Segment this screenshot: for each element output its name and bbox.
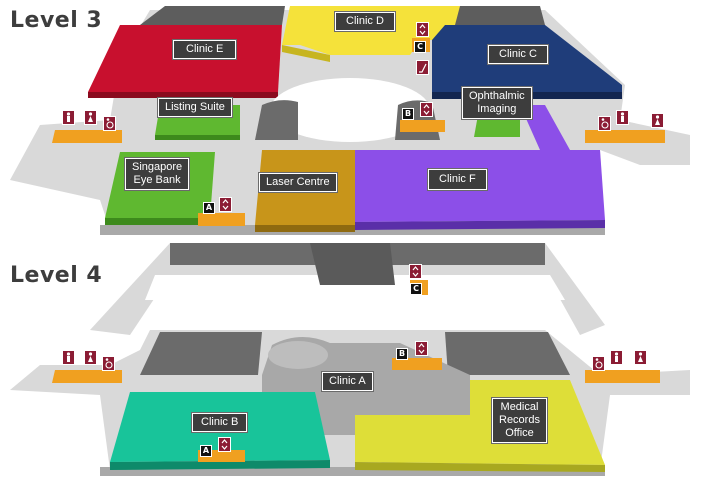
right-wing-facility-bar-l4 — [585, 370, 660, 383]
level-4-left-core — [140, 332, 262, 375]
clinic-f-label[interactable]: Clinic F — [428, 169, 487, 190]
level-4-upper-ring-inner — [145, 275, 565, 300]
clinic-a-label[interactable]: Clinic A — [322, 372, 373, 391]
clinic-f-area — [355, 105, 605, 222]
medical-records-area-side — [355, 462, 605, 472]
laser-centre-area-side — [255, 225, 355, 232]
lift-icon — [416, 22, 429, 37]
lift-c-badge-l4: C — [410, 283, 422, 295]
dark-block-top-right — [455, 6, 545, 25]
right-wing-facility-bar — [585, 130, 665, 143]
ophthalmic-imaging-area — [474, 115, 520, 137]
toilet-female-icon — [634, 350, 647, 365]
escalator-icon — [416, 60, 429, 75]
clinic-d-area-side — [282, 45, 330, 62]
listing-suite-label[interactable]: Listing Suite — [158, 98, 232, 117]
medical-records-office-label[interactable]: Medical Records Office — [492, 398, 547, 443]
lift-b-facility-bar-l4 — [392, 358, 442, 370]
singapore-eye-bank-area-side — [105, 218, 210, 225]
left-wing-facility-bar — [52, 130, 122, 143]
lift-icon — [409, 264, 422, 279]
toilet-male-icon — [62, 110, 75, 125]
listing-suite-area-side — [155, 135, 240, 140]
lift-a-badge-l3: A — [203, 202, 215, 214]
toilet-female-icon — [651, 113, 664, 128]
lift-b-badge-l4: B — [396, 348, 408, 360]
clinic-b-label[interactable]: Clinic B — [192, 413, 248, 432]
lift-c-badge-l3: C — [414, 41, 426, 53]
lift-b-facility-bar-l3 — [400, 120, 445, 132]
accessible-toilet-icon — [102, 356, 115, 371]
clinic-e-label[interactable]: Clinic E — [173, 40, 237, 59]
toilet-male-icon — [62, 350, 75, 365]
accessible-toilet-icon — [592, 356, 605, 371]
clinic-d-label[interactable]: Clinic D — [335, 12, 395, 31]
level-4-title: Level 4 — [10, 263, 103, 288]
laser-centre-label[interactable]: Laser Centre — [259, 173, 337, 192]
lift-icon — [218, 437, 231, 452]
toilet-female-icon — [84, 110, 97, 125]
lift-icon — [415, 341, 428, 356]
left-wing-facility-bar-l4 — [52, 370, 122, 383]
toilet-male-icon — [610, 350, 623, 365]
accessible-toilet-icon — [103, 116, 116, 131]
lift-a-facility-bar-l3 — [198, 213, 245, 226]
atrium-void — [270, 78, 430, 142]
singapore-eye-bank-label[interactable]: Singapore Eye Bank — [125, 158, 190, 190]
lift-icon — [219, 197, 232, 212]
clinic-b-area-side — [110, 460, 330, 470]
ophthalmic-imaging-label[interactable]: Ophthalmic Imaging — [462, 87, 532, 119]
toilet-female-icon — [84, 350, 97, 365]
level-4-right-core — [445, 332, 570, 375]
clinic-f-area-side — [355, 220, 605, 230]
clinic-c-label[interactable]: Clinic C — [488, 45, 548, 64]
atrium-left-core — [255, 100, 298, 140]
accessible-toilet-icon — [598, 116, 611, 131]
lift-icon — [420, 102, 433, 117]
lift-a-badge-l4: A — [200, 445, 212, 457]
toilet-male-icon — [616, 110, 629, 125]
clinic-e-area-side — [88, 92, 278, 98]
lift-b-badge-l3: B — [402, 108, 414, 120]
level-3-title: Level 3 — [10, 8, 103, 33]
clinic-a-atrium — [268, 341, 328, 369]
dark-block-top-left — [140, 6, 285, 25]
level-4-top-core-notch — [310, 243, 395, 285]
